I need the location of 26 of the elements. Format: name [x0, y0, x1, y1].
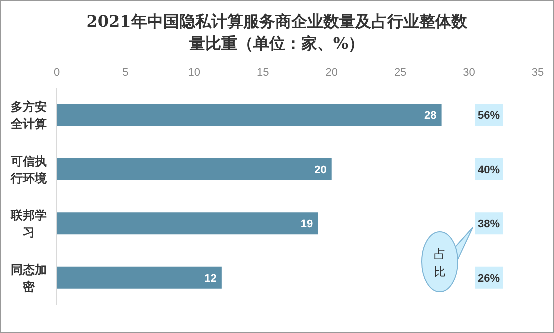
x-tick-label: 25	[394, 67, 407, 79]
bar	[57, 104, 442, 126]
annotation: 26%	[478, 272, 500, 285]
y-tick-label: 可信执行环境	[10, 154, 48, 186]
annotation: 占比	[434, 247, 446, 279]
chart-title: 2021年中国隐私计算服务商企业数量及占行业整体数量比重（单位：家、%）	[86, 12, 468, 53]
annotation: 40%	[478, 164, 500, 176]
x-tick-label: 20	[326, 67, 338, 79]
bar	[57, 266, 222, 289]
x-tick-label: 5	[122, 67, 129, 79]
data-label: 12	[204, 272, 217, 285]
data-label: 28	[424, 110, 437, 122]
data-label: 20	[314, 164, 327, 176]
x-tick-label: 0	[54, 67, 60, 79]
x-tick-label: 35	[532, 67, 544, 79]
bar	[57, 158, 332, 180]
x-tick-label: 10	[188, 67, 201, 79]
annotation: 56%	[478, 110, 500, 122]
y-tick-label: 联邦学习	[10, 208, 47, 240]
bar	[57, 212, 318, 235]
x-tick-label: 15	[257, 67, 270, 79]
data-label: 19	[300, 218, 314, 231]
annotation: 38%	[478, 218, 500, 231]
x-tick-label: 30	[463, 67, 476, 79]
y-tick-label: 多方安全计算	[10, 100, 47, 132]
y-tick-label: 同态加密	[11, 262, 47, 294]
